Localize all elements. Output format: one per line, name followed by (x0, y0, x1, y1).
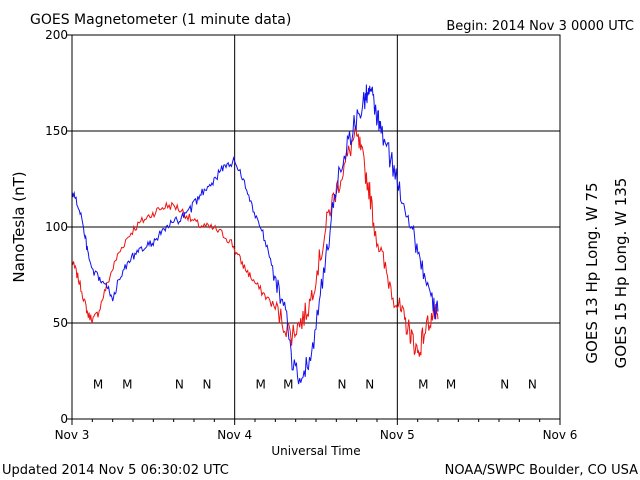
marker-m: M (93, 377, 103, 391)
marker-n: N (528, 377, 537, 391)
marker-n: N (365, 377, 374, 391)
y-tick-label: 50 (53, 316, 68, 330)
x-tick-label: Nov 6 (543, 428, 578, 442)
x-tick-label: Nov 5 (380, 428, 415, 442)
chart-title: GOES Magnetometer (1 minute data) (30, 12, 291, 28)
begin-time: Begin: 2014 Nov 3 0000 UTC (446, 19, 634, 34)
marker-m: M (418, 377, 428, 391)
x-axis-ticks: Nov 3 Nov 4 Nov 5 Nov 6 (55, 419, 578, 442)
legend-goes15: GOES 15 Hp Long. W 135 (612, 178, 630, 369)
marker-n: N (500, 377, 509, 391)
x-tick-label: Nov 4 (217, 428, 252, 442)
marker-n: N (338, 377, 347, 391)
marker-m: M (283, 377, 293, 391)
marker-m: M (446, 377, 456, 391)
marker-m: M (122, 377, 132, 391)
y-axis-label: NanoTesla (nT) (10, 171, 28, 282)
marker-n: N (175, 377, 184, 391)
series-line-goes15 (71, 84, 439, 385)
credit-label: NOAA/SWPC Boulder, CO USA (445, 463, 638, 478)
series-lines (71, 84, 439, 385)
marker-m: M (256, 377, 266, 391)
marker-n: N (203, 377, 212, 391)
x-tick-label: Nov 3 (55, 428, 90, 442)
updated-timestamp: Updated 2014 Nov 5 06:30:02 UTC (2, 463, 229, 478)
y-axis-ticks: 0 50 100 150 200 (45, 28, 72, 426)
grid (72, 35, 560, 419)
legend-goes13: GOES 13 Hp Long. W 75 (583, 182, 601, 363)
y-tick-label: 200 (45, 28, 68, 42)
x-axis-label: Universal Time (271, 444, 360, 458)
y-tick-label: 100 (45, 220, 68, 234)
series-line-goes13 (71, 125, 439, 357)
y-tick-label: 150 (45, 124, 68, 138)
y-tick-label: 0 (60, 412, 68, 426)
